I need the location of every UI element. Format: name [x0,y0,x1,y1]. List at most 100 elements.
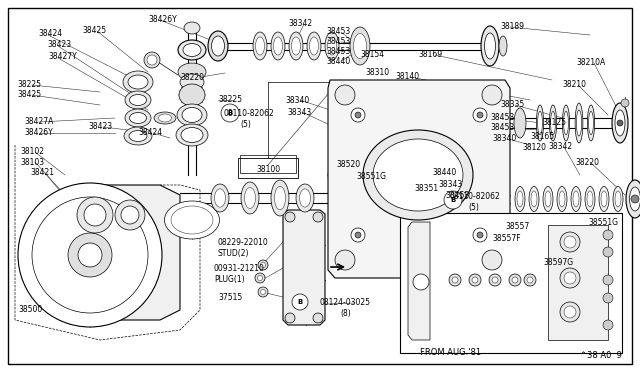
Text: (5): (5) [468,203,479,212]
Ellipse shape [125,91,151,109]
Text: 38103: 38103 [20,158,44,167]
Text: 38423: 38423 [88,122,112,131]
Ellipse shape [177,104,207,126]
Ellipse shape [181,128,203,142]
Ellipse shape [536,105,543,141]
Text: 38453: 38453 [326,37,350,46]
Ellipse shape [182,108,202,122]
Circle shape [255,273,265,283]
Text: 38340: 38340 [492,134,516,143]
Ellipse shape [613,186,623,212]
Text: 38597G: 38597G [543,258,573,267]
Text: 38351: 38351 [414,184,438,193]
Ellipse shape [289,32,303,60]
Ellipse shape [615,110,625,136]
Ellipse shape [538,111,542,135]
Ellipse shape [124,127,152,145]
Ellipse shape [531,191,537,207]
Ellipse shape [587,191,593,207]
Circle shape [121,206,139,224]
Circle shape [564,236,576,248]
Text: 08229-22010: 08229-22010 [218,238,269,247]
Text: 38453: 38453 [490,123,515,132]
Text: 38453: 38453 [326,27,350,36]
Circle shape [32,197,148,313]
Ellipse shape [178,63,206,81]
Text: 38453: 38453 [490,113,515,122]
Text: 00931-21210: 00931-21210 [214,264,265,273]
Text: 38425: 38425 [17,90,41,99]
Text: 38102: 38102 [20,147,44,156]
Circle shape [147,55,157,65]
Text: 38189: 38189 [500,22,524,31]
Text: 38343: 38343 [287,108,311,117]
Ellipse shape [125,109,151,127]
Circle shape [144,52,160,68]
Text: 38343: 38343 [438,180,462,189]
Polygon shape [283,210,325,325]
Ellipse shape [253,32,267,60]
Circle shape [489,274,501,286]
Text: 38165: 38165 [530,132,554,141]
Ellipse shape [129,112,147,124]
Ellipse shape [159,114,172,122]
Circle shape [473,108,487,122]
Text: 38210A: 38210A [576,58,605,67]
Ellipse shape [589,111,593,135]
Text: 38551G: 38551G [356,172,386,181]
Ellipse shape [601,191,607,207]
Text: 38426Y: 38426Y [24,128,52,137]
Circle shape [77,197,113,233]
Circle shape [452,277,458,283]
Circle shape [512,277,518,283]
Circle shape [313,313,323,323]
Circle shape [473,228,487,242]
Ellipse shape [514,108,526,138]
Circle shape [258,287,268,297]
Circle shape [560,268,580,288]
Ellipse shape [564,111,568,135]
Text: 08124-03025: 08124-03025 [320,298,371,307]
Circle shape [449,274,461,286]
Ellipse shape [164,201,220,239]
Ellipse shape [307,32,321,60]
Ellipse shape [241,182,259,214]
Circle shape [313,212,323,222]
Text: 38140: 38140 [395,72,419,81]
Circle shape [115,200,145,230]
Ellipse shape [123,71,153,93]
Circle shape [68,233,112,277]
Text: 38169: 38169 [418,50,442,59]
Ellipse shape [557,186,567,212]
Circle shape [84,204,106,226]
Ellipse shape [300,189,310,207]
Circle shape [413,274,429,290]
Text: 38500: 38500 [18,305,42,314]
Text: 38427Y: 38427Y [48,52,77,61]
Circle shape [560,232,580,252]
Circle shape [603,293,613,303]
Ellipse shape [211,36,225,56]
Circle shape [621,99,629,107]
Ellipse shape [529,186,539,212]
Text: 37515: 37515 [218,293,243,302]
Text: 38125: 38125 [542,118,566,127]
Text: 38551G: 38551G [588,218,618,227]
Text: 08110-82062: 08110-82062 [450,192,500,201]
Polygon shape [328,80,510,278]
Circle shape [631,195,639,203]
Circle shape [603,247,613,257]
Circle shape [482,250,502,270]
Ellipse shape [571,186,581,212]
Text: PLUG(1): PLUG(1) [214,275,244,284]
Text: 38440: 38440 [432,168,456,177]
Text: (5): (5) [240,120,251,129]
Ellipse shape [171,206,213,234]
Ellipse shape [291,37,301,55]
Text: 38210: 38210 [562,80,586,89]
Ellipse shape [325,32,339,60]
Ellipse shape [481,26,499,66]
Text: 38342: 38342 [548,142,572,151]
Text: 38424: 38424 [38,29,62,38]
Circle shape [527,277,533,283]
